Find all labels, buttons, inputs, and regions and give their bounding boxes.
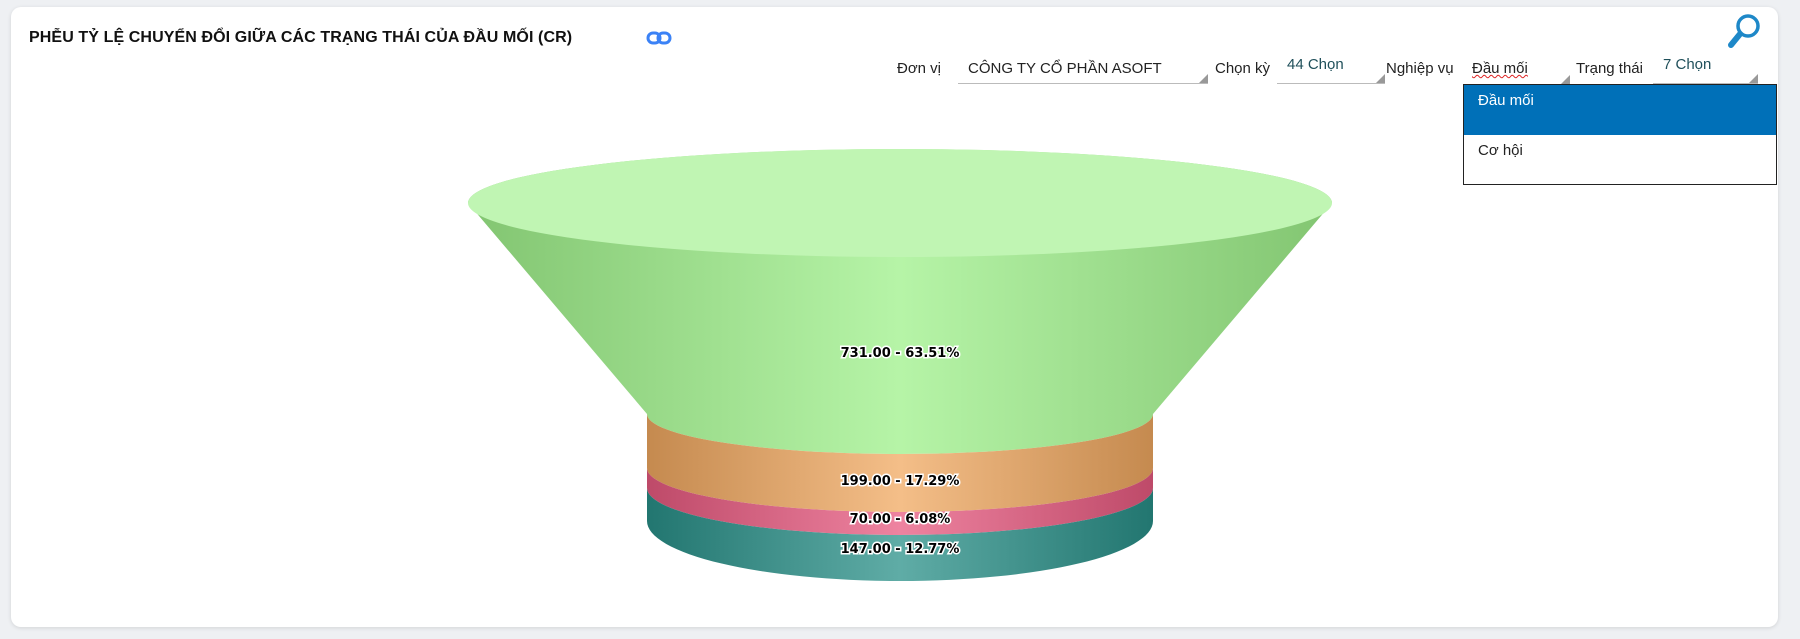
unit-label: Đơn vị <box>897 60 942 77</box>
funnel-segment[interactable] <box>647 468 1153 535</box>
period-value: 44 Chọn <box>1287 56 1344 73</box>
funnel-top-surface <box>468 149 1332 257</box>
dropdown-arrow-icon <box>1749 74 1758 83</box>
funnel-data-label: 147.00 - 12.77% <box>841 542 960 557</box>
unit-select[interactable]: CÔNG TY CỔ PHẦN ASOFT <box>958 56 1208 84</box>
status-value: 7 Chọn <box>1663 56 1712 73</box>
business-dropdown-list: Đầu mối Cơ hội <box>1463 84 1777 185</box>
status-select[interactable]: 7 Chọn <box>1653 56 1758 84</box>
business-label: Nghiệp vụ <box>1386 60 1454 77</box>
funnel-segment[interactable] <box>647 414 1153 512</box>
funnel-data-label: 199.00 - 17.29% <box>841 474 960 489</box>
dropdown-arrow-icon <box>1199 74 1208 83</box>
funnel-data-label: 70.00 - 6.08% <box>850 512 951 527</box>
unit-value: CÔNG TY CỔ PHẦN ASOFT <box>968 60 1162 77</box>
search-icon[interactable] <box>1727 12 1763 50</box>
dropdown-option-dau-moi[interactable]: Đầu mối <box>1464 85 1776 135</box>
period-label: Chọn kỳ <box>1215 60 1271 77</box>
link-icon[interactable] <box>646 29 672 47</box>
dropdown-arrow-icon <box>1376 74 1385 83</box>
dropdown-arrow-icon <box>1561 75 1570 84</box>
business-select[interactable]: Đầu mối <box>1462 56 1570 84</box>
page-title: PHỄU TỶ LỆ CHUYỂN ĐỔI GIỮA CÁC TRẠNG THÁ… <box>29 29 573 46</box>
business-value[interactable]: Đầu mối <box>1472 60 1528 77</box>
period-select[interactable]: 44 Chọn <box>1277 56 1385 84</box>
funnel-segment[interactable] <box>647 488 1153 581</box>
funnel-data-label: 731.00 - 63.51% <box>841 346 960 361</box>
dropdown-option-co-hoi[interactable]: Cơ hội <box>1478 142 1523 159</box>
status-label: Trạng thái <box>1576 60 1643 77</box>
